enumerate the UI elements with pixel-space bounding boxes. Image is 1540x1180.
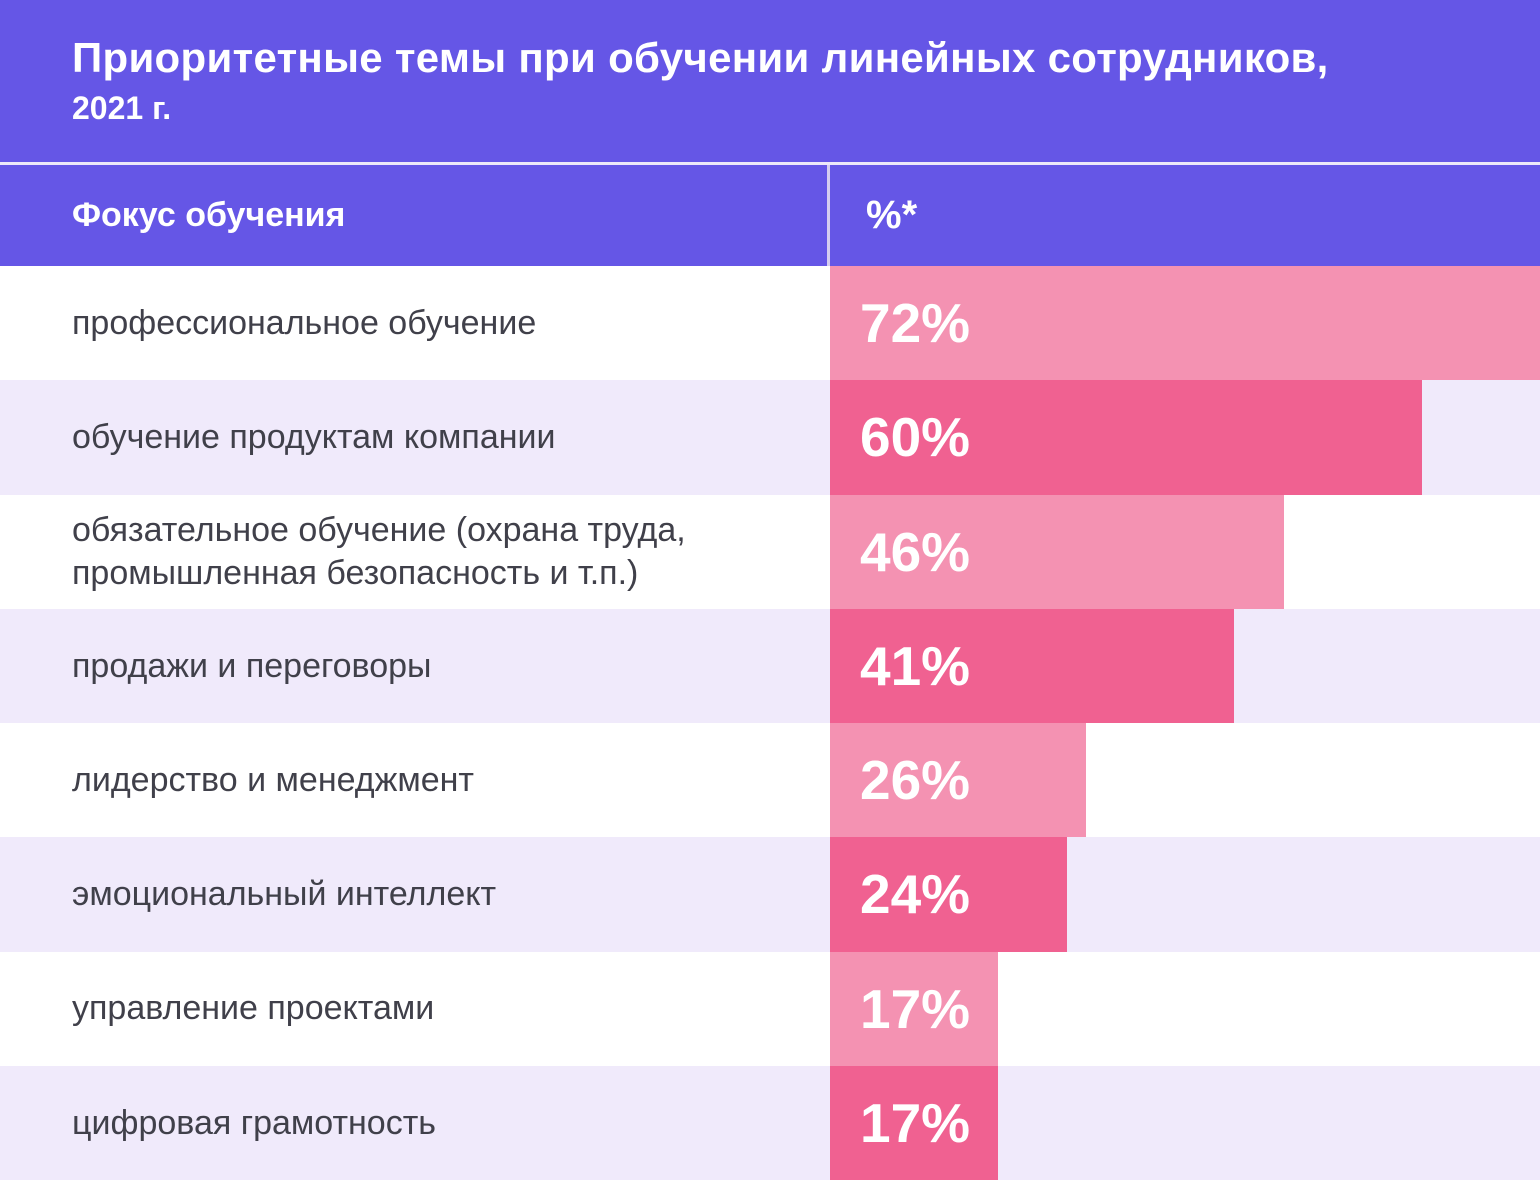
table-row: обучение продуктам компании 60% (0, 380, 1540, 495)
bar-value-label: 72% (860, 292, 971, 355)
bar-value-label: 60% (860, 406, 971, 469)
row-label: эмоциональный интеллект (72, 875, 497, 914)
table-body: профессиональное обучение 72% обучение п… (0, 266, 1540, 1180)
bar: 46% (830, 494, 1284, 609)
column-header-focus: Фокус обучения (72, 196, 346, 234)
row-label: лидерство и менеджмент (72, 760, 474, 799)
table-row: эмоциональный интеллект 24% (0, 837, 1540, 952)
bar: 60% (830, 380, 1422, 495)
bar-track: 24% (830, 837, 1540, 952)
bar-value-label: 26% (860, 749, 971, 812)
chart-title: Приоритетные темы при обучении линейных … (72, 34, 1329, 82)
bar-value-label: 17% (860, 1091, 971, 1154)
bar: 17% (830, 1065, 998, 1180)
bar-track: 72% (830, 266, 1540, 381)
table-row: цифровая грамотность 17% (0, 1065, 1540, 1180)
row-label: цифровая грамотность (72, 1103, 437, 1142)
bar-track: 17% (830, 951, 1540, 1066)
row-label: профессиональное обучение (72, 303, 537, 342)
row-label: обязательное обучение (охрана труда, про… (72, 511, 686, 592)
bar: 24% (830, 837, 1067, 952)
bar-track: 41% (830, 608, 1540, 723)
bar-track: 17% (830, 1065, 1540, 1180)
chart-subtitle: 2021 г. (72, 89, 172, 126)
column-divider-line (827, 165, 830, 266)
table-row: обязательное обучение (охрана труда, про… (0, 494, 1540, 609)
bar-track: 46% (830, 494, 1540, 609)
bar: 17% (830, 951, 998, 1066)
title-divider-line (0, 162, 1540, 165)
table-header-row: Фокус обучения %* (0, 165, 1540, 266)
bar-value-label: 46% (860, 520, 971, 583)
bar: 41% (830, 608, 1235, 723)
bar-track: 60% (830, 380, 1540, 495)
column-header-percent: %* (866, 193, 918, 237)
bar-value-label: 24% (860, 863, 971, 926)
title-block: Приоритетные темы при обучении линейных … (0, 0, 1540, 162)
table-row: лидерство и менеджмент 26% (0, 723, 1540, 838)
bar: 72% (830, 266, 1540, 381)
bar: 26% (830, 723, 1087, 838)
row-label: продажи и переговоры (72, 646, 432, 685)
table-row: профессиональное обучение 72% (0, 266, 1540, 381)
row-label: обучение продуктам компании (72, 418, 556, 457)
bar-track: 26% (830, 723, 1540, 838)
bar-value-label: 41% (860, 634, 971, 697)
row-label: управление проектами (72, 989, 435, 1028)
table-row: управление проектами 17% (0, 951, 1540, 1066)
bar-value-label: 17% (860, 977, 971, 1040)
table-row: продажи и переговоры 41% (0, 608, 1540, 723)
